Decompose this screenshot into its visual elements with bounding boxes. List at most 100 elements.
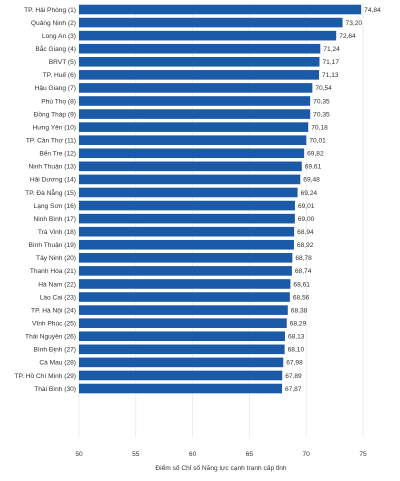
category-label: Phú Thọ (8): [41, 98, 76, 105]
bar: [79, 17, 343, 28]
category-label: Bình Định (27): [33, 347, 76, 354]
x-axis-title: Điểm số Chỉ số Năng lực cạnh tranh cấp t…: [155, 463, 287, 472]
category-label: TP. Hải Phòng (1): [24, 7, 76, 14]
bar: [79, 4, 362, 15]
bar: [79, 357, 284, 368]
value-label: 71,13: [322, 72, 339, 79]
bar: [79, 83, 313, 93]
value-label: 68,13: [288, 334, 305, 341]
value-label: 71,24: [323, 46, 340, 53]
category-labels: TP. Hải Phòng (1) Quảng Ninh (2) Long An (…: [15, 7, 76, 393]
category-label: TP. Cần Thơ (11): [26, 136, 76, 145]
bar: [79, 383, 283, 394]
category-label: Thanh Hóa (21): [30, 268, 76, 275]
x-tick-labels: 50 55 60 65 70 75: [75, 451, 367, 458]
value-label: 74,84: [364, 7, 381, 14]
value-label: 70,01: [309, 138, 326, 145]
bar: [79, 292, 290, 302]
category-label: Thái Nguyên (26): [25, 334, 76, 341]
category-label: Ninh Thuận (13): [28, 164, 76, 171]
value-label: 70,18: [311, 124, 328, 131]
value-label: 68,94: [297, 229, 314, 236]
bar: [79, 279, 291, 289]
bar: [79, 266, 292, 276]
category-label: Trà Vinh (18): [38, 229, 76, 236]
category-label: Ninh Bình (17): [33, 216, 76, 223]
value-label: 67,89: [285, 373, 302, 380]
bar: [79, 43, 321, 54]
bar: [79, 56, 320, 67]
bar: [79, 135, 307, 145]
bar: [79, 122, 309, 132]
category-label: Lào Cai (23): [40, 294, 76, 301]
value-label: 71,17: [322, 59, 339, 66]
value-label: 69,48: [303, 177, 320, 184]
value-label: 70,35: [313, 111, 330, 118]
x-tick-label: 75: [359, 451, 367, 458]
value-label: 68,61: [293, 281, 310, 288]
category-label: Lạng Sơn (16): [34, 203, 76, 210]
category-label: Đồng Tháp (9): [34, 109, 76, 118]
category-label: TP. Đà Nẵng (15): [25, 188, 76, 197]
category-label: Hà Nam (22): [38, 281, 76, 288]
category-label: Hải Dương (14): [30, 177, 76, 184]
bar: [79, 370, 283, 381]
bar: [79, 70, 320, 80]
value-label: 73,20: [346, 20, 363, 27]
value-label: 68,78: [295, 255, 312, 262]
value-label: 68,10: [288, 347, 305, 354]
category-label: TP. Hà Nội (24): [31, 307, 76, 314]
bar: [79, 109, 311, 119]
value-label: 70,35: [313, 98, 330, 105]
bar: [79, 253, 293, 263]
value-label: 68,29: [290, 320, 307, 327]
value-label: 68,56: [293, 294, 310, 301]
bar: [79, 318, 287, 328]
bar: [79, 344, 285, 355]
value-label: 69,24: [301, 190, 318, 197]
value-label: 68,38: [291, 307, 308, 314]
x-tick-label: 65: [246, 451, 254, 458]
value-label: 69,00: [298, 216, 315, 223]
category-label: Thái Bình (30): [34, 386, 76, 393]
bar: [79, 174, 301, 185]
bar: [79, 200, 295, 211]
value-label: 69,82: [307, 151, 324, 158]
category-label: Vĩnh Phúc (25): [32, 320, 76, 327]
bar: [79, 331, 285, 342]
value-label: 68,92: [297, 242, 314, 249]
value-label: 70,54: [315, 85, 332, 92]
bar: [79, 239, 294, 250]
category-label: Bắc Giang (4): [35, 44, 76, 53]
x-tick-label: 50: [75, 451, 83, 458]
bar: [79, 161, 302, 172]
category-label: Quảng Ninh (2): [31, 20, 76, 27]
category-label: Tây Ninh (20): [36, 255, 76, 262]
category-label: TP. Hồ Chí Minh (29): [15, 371, 76, 380]
category-label: Long An (3): [42, 33, 76, 40]
category-label: Cà Mau (28): [39, 360, 76, 367]
category-label: Bình Thuận (19): [28, 242, 76, 249]
bar: [79, 213, 295, 224]
value-label: 69,01: [298, 203, 315, 210]
bars: [79, 4, 362, 394]
value-label: 67,87: [285, 386, 302, 393]
category-label: Bến Tre (12): [39, 149, 76, 158]
category-label: BRVT (5): [49, 59, 76, 66]
bar: [79, 226, 295, 237]
value-label: 67,98: [286, 360, 303, 367]
bar: [79, 187, 298, 198]
bar: [79, 30, 337, 41]
category-label: Hậu Giang (7): [35, 85, 76, 92]
x-tick-label: 60: [189, 451, 197, 458]
value-label: 72,64: [339, 33, 356, 40]
value-label: 68,74: [295, 268, 312, 275]
x-tick-label: 70: [303, 451, 311, 458]
value-label: 69,61: [305, 164, 322, 171]
bar: [79, 148, 305, 159]
bar: [79, 305, 288, 315]
bar: [79, 96, 311, 106]
x-tick-label: 55: [132, 451, 140, 458]
